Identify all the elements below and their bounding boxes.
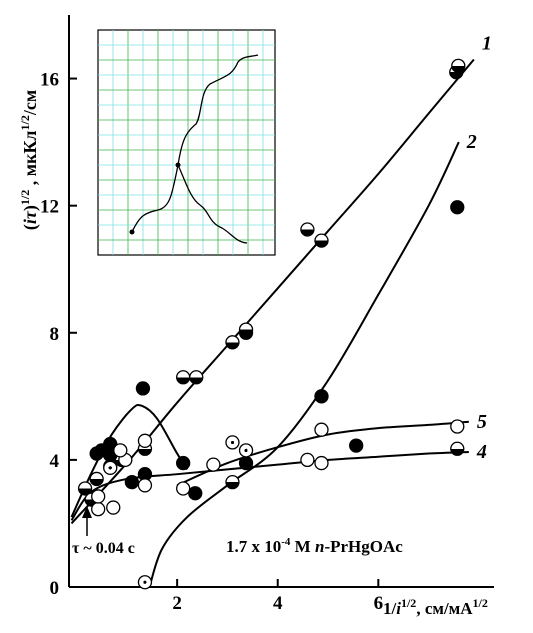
data-point bbox=[177, 482, 190, 495]
annotation-part: n bbox=[315, 537, 324, 556]
data-point bbox=[107, 501, 120, 514]
data-point bbox=[90, 472, 103, 485]
data-point bbox=[226, 336, 239, 349]
data-point bbox=[138, 434, 151, 447]
data-point bbox=[189, 487, 202, 500]
x-tick-label: 4 bbox=[273, 593, 283, 614]
data-point bbox=[451, 442, 464, 455]
data-point bbox=[138, 479, 151, 492]
x-tick-label: 2 bbox=[172, 593, 182, 614]
data-point bbox=[240, 323, 253, 336]
data-point bbox=[301, 223, 314, 236]
inset-point bbox=[130, 230, 135, 235]
data-point bbox=[92, 503, 105, 516]
y-tick-label: 16 bbox=[40, 70, 59, 91]
y-tick-label: 0 bbox=[50, 578, 60, 599]
x-label-part: 1/ bbox=[383, 599, 397, 618]
inset-frame bbox=[98, 30, 275, 255]
x-axis-label: 1/i1/2, см/мА1/2 bbox=[383, 596, 488, 618]
y-label-part: iτ bbox=[20, 210, 40, 224]
y-tick-label: 12 bbox=[40, 197, 59, 218]
data-point bbox=[125, 476, 138, 489]
data-point bbox=[315, 234, 328, 247]
curve-label: 5 bbox=[477, 411, 487, 433]
data-point bbox=[207, 458, 220, 471]
annotation-part: M bbox=[290, 537, 315, 556]
y-tick-label: 4 bbox=[50, 451, 60, 472]
data-point bbox=[350, 439, 363, 452]
annotation: 1.7 x 10-4 M n-PrHgOAc bbox=[226, 536, 403, 556]
data-point bbox=[240, 444, 253, 457]
data-point bbox=[315, 390, 328, 403]
y-axis-label: (iτ)1/2 , мкКл1/2/см bbox=[18, 90, 41, 230]
y-label-part: 1/2 bbox=[18, 190, 32, 205]
curve-label: 2 bbox=[466, 131, 477, 153]
data-point bbox=[177, 457, 190, 470]
x-label-part: 1/2 bbox=[473, 596, 488, 610]
data-point bbox=[301, 453, 314, 466]
data-point bbox=[114, 444, 127, 457]
data-point bbox=[95, 444, 108, 457]
y-label-part: /см bbox=[20, 90, 40, 116]
data-point bbox=[451, 420, 464, 433]
inset bbox=[98, 30, 275, 255]
y-tick-label: 8 bbox=[50, 324, 60, 345]
data-point bbox=[315, 457, 328, 470]
x-tick-label: 6 bbox=[374, 593, 384, 614]
data-point bbox=[240, 457, 253, 470]
annotation-part: -PrHgOAc bbox=[324, 537, 403, 556]
annotation-part: 1.7 x 10 bbox=[226, 537, 281, 556]
x-label-part: , см/мА bbox=[416, 599, 473, 618]
data-point bbox=[138, 576, 151, 589]
data-point bbox=[451, 201, 464, 214]
annotation: τ ~ 0.04 c bbox=[72, 540, 135, 557]
chart: (iτ)1/2 , мкКл1/2/см 1/i1/2, см/мА1/2 τ … bbox=[0, 0, 533, 633]
data-point bbox=[226, 476, 239, 489]
data-point bbox=[452, 59, 465, 72]
data-point bbox=[315, 423, 328, 436]
data-point bbox=[92, 490, 105, 503]
data-point bbox=[104, 461, 117, 474]
curve-label: 4 bbox=[476, 441, 487, 463]
x-label-part: 1/2 bbox=[401, 596, 416, 610]
data-point bbox=[136, 382, 149, 395]
data-point bbox=[177, 371, 190, 384]
y-label-part: , мкКл bbox=[20, 130, 40, 189]
y-label-part: 1/2 bbox=[18, 115, 32, 130]
data-point bbox=[226, 436, 239, 449]
data-point bbox=[190, 371, 203, 384]
inset-point bbox=[176, 163, 181, 168]
curve-label: 1 bbox=[482, 32, 492, 54]
